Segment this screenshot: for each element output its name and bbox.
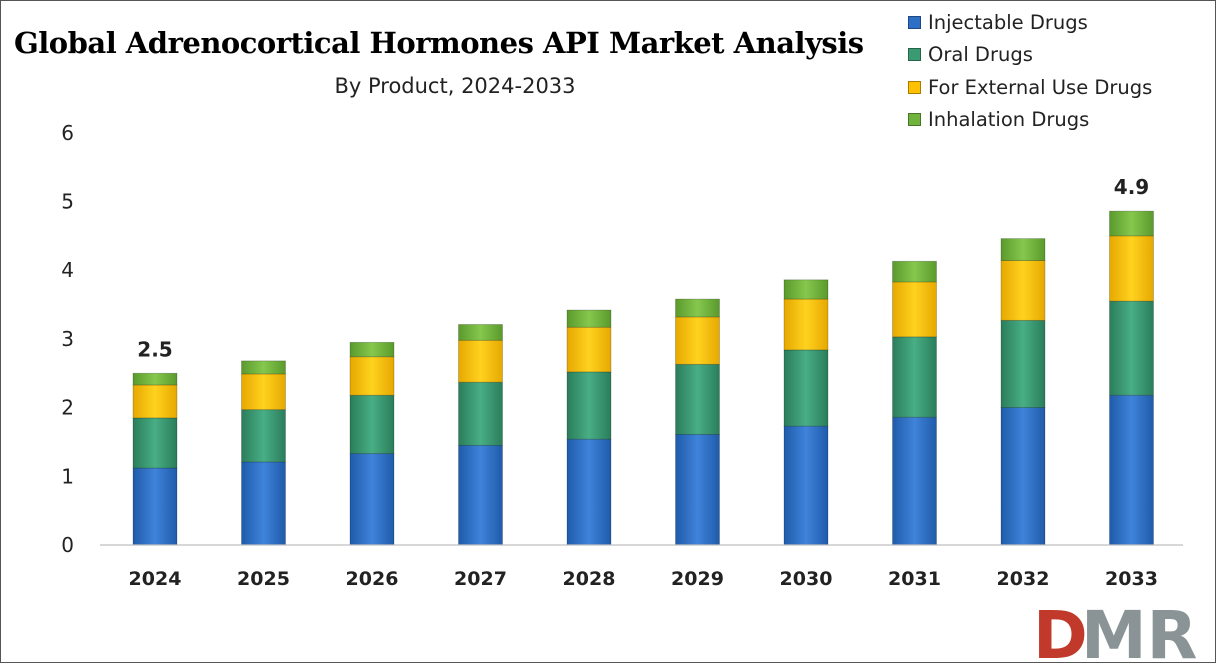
chart-title: Global Adrenocortical Hormones API Marke… (14, 26, 864, 60)
bar-segment-3-2024 (132, 372, 178, 386)
bar-segment-0-2031 (892, 416, 937, 546)
bar-segment-0-2032 (1000, 407, 1046, 546)
y-tick-label: 2 (61, 396, 74, 420)
bar-segment-3-2031 (892, 260, 937, 283)
legend-item-injectable: Injectable Drugs (908, 6, 1208, 39)
legend-label-external: For External Use Drugs (928, 75, 1153, 99)
bar-segment-1-2032 (1000, 319, 1046, 409)
legend-item-external: For External Use Drugs (908, 71, 1208, 104)
bar-segment-0-2024 (132, 467, 178, 546)
x-tick-label: 2030 (780, 568, 833, 590)
x-tick-label: 2024 (129, 568, 182, 590)
bar-segment-1-2025 (241, 409, 286, 463)
bar-segment-2-2026 (349, 356, 395, 396)
legend-swatch-injectable (908, 15, 921, 29)
bar-segment-0-2025 (241, 461, 286, 546)
bar-segment-2-2031 (892, 281, 937, 338)
bar-segment-1-2033 (1109, 300, 1154, 396)
bar-segment-1-2024 (132, 417, 178, 469)
bar-segment-2-2032 (1000, 260, 1046, 321)
legend-swatch-inhalation (908, 113, 921, 127)
y-tick-label: 1 (61, 464, 74, 488)
x-tick-label: 2032 (997, 568, 1050, 590)
x-tick-label: 2026 (346, 568, 399, 590)
bar-segment-2-2029 (675, 316, 720, 365)
x-tick-label: 2025 (237, 568, 290, 590)
bar-segment-2-2025 (241, 373, 286, 411)
bar-segment-3-2028 (566, 309, 612, 328)
bar-segment-2-2027 (458, 339, 503, 383)
y-tick-label: 6 (61, 121, 74, 145)
chart-subtitle: By Product, 2024-2033 (334, 74, 576, 98)
legend-label-inhalation: Inhalation Drugs (928, 108, 1090, 132)
legend-swatch-oral (908, 48, 921, 62)
bar-segment-1-2031 (892, 336, 937, 418)
bar-segment-2-2028 (566, 326, 612, 373)
bar-segment-0-2033 (1109, 394, 1154, 546)
bar-segment-1-2026 (349, 394, 395, 455)
x-tick-label: 2028 (563, 568, 616, 590)
x-tick-label: 2033 (1105, 568, 1158, 590)
bar-segment-3-2027 (458, 324, 503, 341)
legend-item-oral: Oral Drugs (908, 39, 1208, 72)
legend-label-oral: Oral Drugs (928, 43, 1033, 67)
logo-letter-d: D (1033, 600, 1088, 663)
bar-segment-3-2030 (783, 279, 829, 300)
bar-segment-1-2028 (566, 371, 612, 440)
bar-segment-3-2033 (1109, 210, 1154, 237)
bar-segment-0-2026 (349, 453, 395, 546)
legend-label-injectable: Injectable Drugs (928, 10, 1088, 34)
y-tick-label: 4 (61, 258, 74, 282)
x-tick-label: 2027 (454, 568, 507, 590)
axis-ticks-layer: 0 1 2 3 4 5 6 2024 2025 2026 2027 2028 2029 2030 2031 2… (61, 121, 1158, 590)
bar-segment-0-2027 (458, 444, 503, 546)
bar-segment-1-2027 (458, 381, 503, 446)
y-tick-label: 0 (61, 533, 74, 557)
bar-segment-0-2029 (675, 433, 720, 546)
y-tick-label: 3 (61, 327, 74, 351)
bar-segment-3-2025 (241, 360, 286, 375)
y-tick-label: 5 (61, 190, 74, 214)
bar-segment-2-2033 (1109, 235, 1154, 302)
bar-segment-0-2030 (783, 425, 829, 546)
legend-swatch-external (908, 80, 921, 94)
bars-layer: 2.5 4.9 (132, 175, 1154, 546)
data-label: 2.5 (137, 337, 172, 361)
x-tick-label: 2029 (671, 568, 724, 590)
legend-item-inhalation: Inhalation Drugs (908, 104, 1208, 137)
bar-segment-3-2032 (1000, 238, 1046, 261)
x-tick-label: 2031 (888, 568, 941, 590)
bar-segment-1-2030 (783, 349, 829, 427)
dmr-logo: D MR (1033, 600, 1198, 663)
bar-segment-2-2024 (132, 384, 178, 419)
bar-segment-3-2026 (349, 341, 395, 358)
bar-segment-0-2028 (566, 438, 612, 546)
bar-segment-1-2029 (675, 363, 720, 435)
data-label: 4.9 (1114, 175, 1149, 199)
logo-letters-mr: MR (1081, 600, 1198, 663)
bar-segment-2-2030 (783, 298, 829, 351)
bar-segment-3-2029 (675, 298, 720, 318)
legend: Injectable Drugs Oral Drugs For External… (908, 6, 1208, 136)
